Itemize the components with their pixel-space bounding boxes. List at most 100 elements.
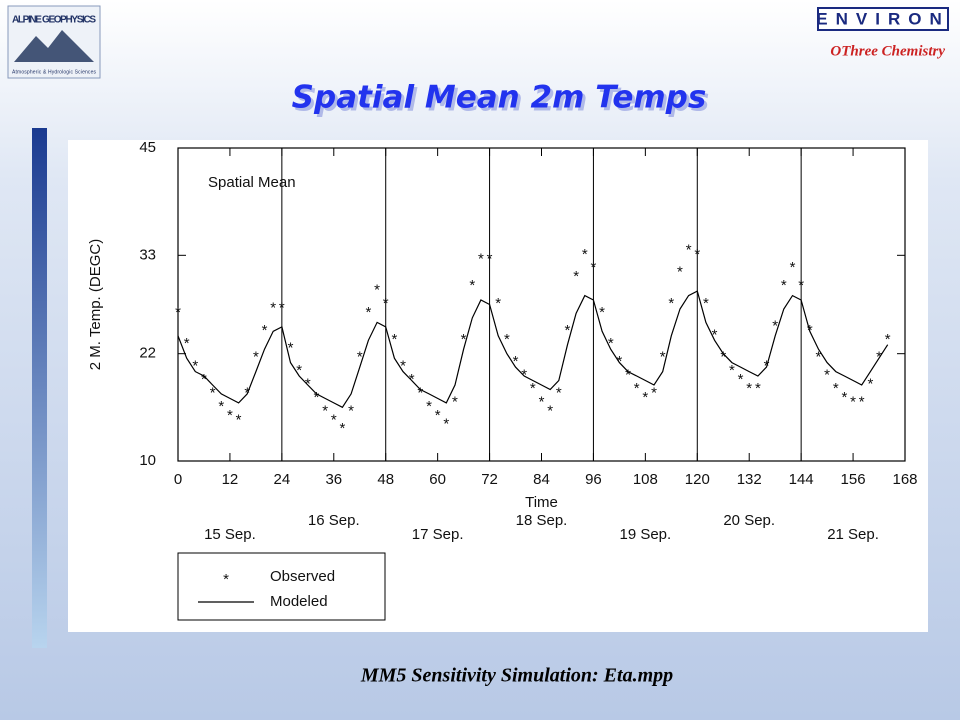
observed-marker: *	[391, 331, 397, 348]
x-tick-label: 72	[481, 471, 498, 488]
day-label: 16 Sep.	[308, 512, 360, 529]
x-tick-label: 108	[633, 471, 658, 488]
observed-marker: *	[651, 384, 657, 401]
observed-marker: *	[556, 384, 562, 401]
observed-marker: *	[262, 322, 268, 339]
title-shadow: Spatial Mean 2m Temps	[295, 83, 710, 119]
day-label: 19 Sep.	[619, 526, 671, 543]
x-axis-label: Time	[525, 494, 558, 511]
legend-marker: *	[223, 571, 229, 588]
observed-marker: *	[642, 389, 648, 406]
x-tick-label: 0	[174, 471, 182, 488]
observed-marker: *	[236, 411, 242, 428]
observed-marker: *	[175, 304, 181, 321]
logo-mountain	[14, 30, 94, 62]
observed-marker: *	[781, 277, 787, 294]
observed-marker: *	[314, 389, 320, 406]
y-tick-label: 45	[139, 139, 156, 156]
observed-marker: *	[599, 304, 605, 321]
observed-marker: *	[703, 295, 709, 312]
x-tick-label: 12	[222, 471, 239, 488]
observed-marker: *	[374, 282, 380, 299]
observed-marker: *	[677, 264, 683, 281]
x-tick-label: 36	[325, 471, 342, 488]
observed-marker: *	[573, 268, 579, 285]
observed-marker: *	[798, 277, 804, 294]
observed-marker: *	[340, 420, 346, 437]
observed-marker: *	[850, 393, 856, 410]
observed-marker: *	[201, 371, 207, 388]
x-tick-label: 156	[841, 471, 866, 488]
observed-marker: *	[288, 340, 294, 357]
observed-marker: *	[539, 393, 545, 410]
observed-marker: *	[790, 259, 796, 276]
slide-title: Spatial Mean 2m Temps	[292, 80, 707, 116]
day-label: 21 Sep.	[827, 526, 879, 543]
observed-marker: *	[452, 393, 458, 410]
alpine-logo: ALPINE GEOPHYSICS Atmospheric & Hydrolog…	[7, 5, 101, 79]
observed-marker: *	[668, 295, 674, 312]
observed-marker: *	[694, 246, 700, 263]
observed-marker: *	[322, 402, 328, 419]
observed-marker: *	[634, 380, 640, 397]
x-tick-label: 48	[377, 471, 394, 488]
observed-marker: *	[530, 380, 536, 397]
observed-marker: *	[184, 335, 190, 352]
x-tick-label: 120	[685, 471, 710, 488]
observed-marker: *	[487, 250, 493, 267]
observed-marker: *	[348, 402, 354, 419]
y-tick-label: 22	[139, 345, 156, 362]
observed-marker: *	[686, 241, 692, 258]
observed-marker: *	[400, 358, 406, 375]
chart-panel	[68, 140, 928, 632]
observed-marker: *	[772, 317, 778, 334]
x-tick-label: 60	[429, 471, 446, 488]
observed-marker: *	[495, 295, 501, 312]
observed-marker: *	[660, 349, 666, 366]
logo-text: ALPINE GEOPHYSICS	[12, 15, 96, 26]
observed-marker: *	[296, 362, 302, 379]
observed-marker: *	[859, 393, 865, 410]
observed-marker: *	[227, 407, 233, 424]
observed-marker: *	[824, 367, 830, 384]
observed-marker: *	[365, 304, 371, 321]
day-label: 18 Sep.	[516, 512, 568, 529]
observed-marker: *	[513, 353, 519, 370]
environ-logo: ENVIRON	[816, 9, 949, 28]
observed-marker: *	[729, 362, 735, 379]
observed-marker: *	[608, 335, 614, 352]
x-tick-label: 168	[892, 471, 917, 488]
x-tick-label: 132	[737, 471, 762, 488]
observed-marker: *	[547, 402, 553, 419]
observed-marker: *	[582, 246, 588, 263]
observed-marker: *	[443, 416, 449, 433]
observed-marker: *	[746, 380, 752, 397]
observed-marker: *	[625, 367, 631, 384]
observed-marker: *	[218, 398, 224, 415]
observed-marker: *	[331, 411, 337, 428]
observed-marker: *	[426, 398, 432, 415]
observed-marker: *	[816, 349, 822, 366]
chart-title: Spatial Mean	[208, 174, 296, 191]
observed-marker: *	[210, 384, 216, 401]
observed-marker: *	[738, 371, 744, 388]
legend-label: Observed	[270, 568, 335, 585]
observed-marker: *	[192, 358, 198, 375]
observed-marker: *	[469, 277, 475, 294]
observed-marker: *	[270, 299, 276, 316]
environ-box	[817, 7, 949, 31]
legend-box	[177, 552, 386, 621]
footer: MM5 Sensitivity Simulation: Eta.mpp	[360, 665, 673, 687]
day-label: 15 Sep.	[204, 526, 256, 543]
observed-marker: *	[885, 331, 891, 348]
observed-marker: *	[591, 259, 597, 276]
observed-marker: *	[521, 367, 527, 384]
observed-marker: *	[867, 375, 873, 392]
observed-marker: *	[833, 380, 839, 397]
observed-marker: *	[253, 349, 259, 366]
observed-marker: *	[841, 389, 847, 406]
side-bar	[32, 128, 47, 648]
modeled-line	[177, 290, 889, 409]
observed-marker: *	[357, 349, 363, 366]
observed-marker: *	[478, 250, 484, 267]
